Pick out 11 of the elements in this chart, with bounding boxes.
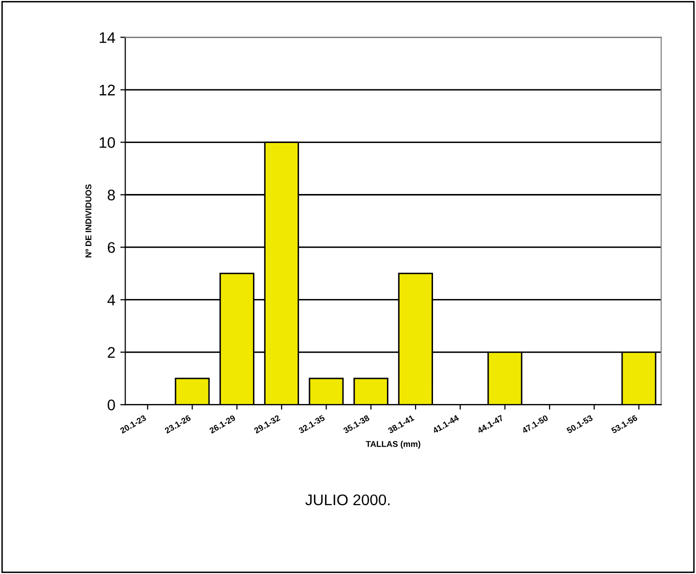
y-tick-label: 0 bbox=[108, 400, 115, 410]
y-tick-label: 4 bbox=[107, 294, 116, 306]
y-axis-title: Nº DE INDIVIDUOS bbox=[85, 184, 92, 258]
y-tick-label: 8 bbox=[108, 190, 115, 200]
y-tick-label: 14 bbox=[100, 32, 116, 43]
y-tick-label: 6 bbox=[108, 242, 115, 253]
x-axis-title: TALLAS (mm) bbox=[366, 440, 420, 449]
y-tick-label: 10 bbox=[100, 137, 115, 148]
y-tick-label: 12 bbox=[100, 84, 115, 96]
y-tick-label: 2 bbox=[108, 347, 115, 358]
text: JULIO 2000. bbox=[305, 494, 390, 506]
